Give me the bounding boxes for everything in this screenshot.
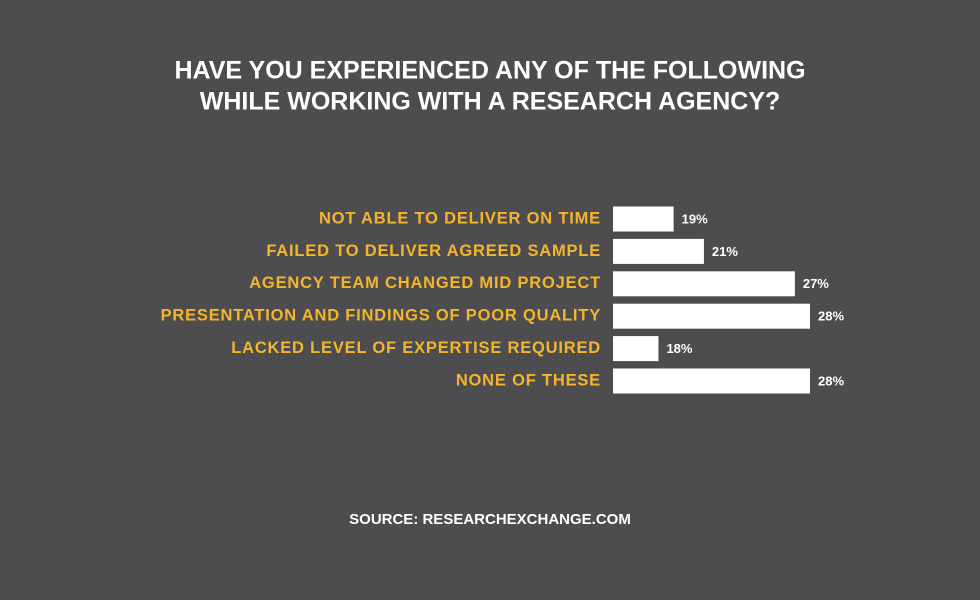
value-label: 21% — [712, 244, 738, 259]
bar — [613, 238, 704, 264]
chart-title: WHILE WORKING WITH A RESEARCH AGENCY? — [200, 88, 781, 116]
bar — [613, 206, 674, 232]
bar — [613, 303, 810, 329]
category-label: PRESENTATION AND FINDINGS OF POOR QUALIT… — [161, 307, 601, 325]
bar — [613, 271, 795, 297]
bar — [613, 336, 659, 362]
category-label: LACKED LEVEL OF EXPERTISE REQUIRED — [231, 339, 601, 357]
value-label: 19% — [682, 211, 708, 226]
category-label: NONE OF THESE — [456, 371, 601, 389]
chart-title: HAVE YOU EXPERIENCED ANY OF THE FOLLOWIN… — [174, 57, 805, 85]
value-label: 18% — [666, 341, 692, 356]
value-label: 28% — [818, 373, 844, 388]
category-label: AGENCY TEAM CHANGED MID PROJECT — [249, 274, 601, 292]
value-label: 28% — [818, 309, 844, 324]
category-label: NOT ABLE TO DELIVER ON TIME — [319, 209, 601, 227]
bar — [613, 368, 810, 394]
category-label: FAILED TO DELIVER AGREED SAMPLE — [266, 242, 601, 260]
value-label: 27% — [803, 276, 829, 291]
source: SOURCE: RESEARCHEXCHANGE.COM — [349, 511, 631, 528]
